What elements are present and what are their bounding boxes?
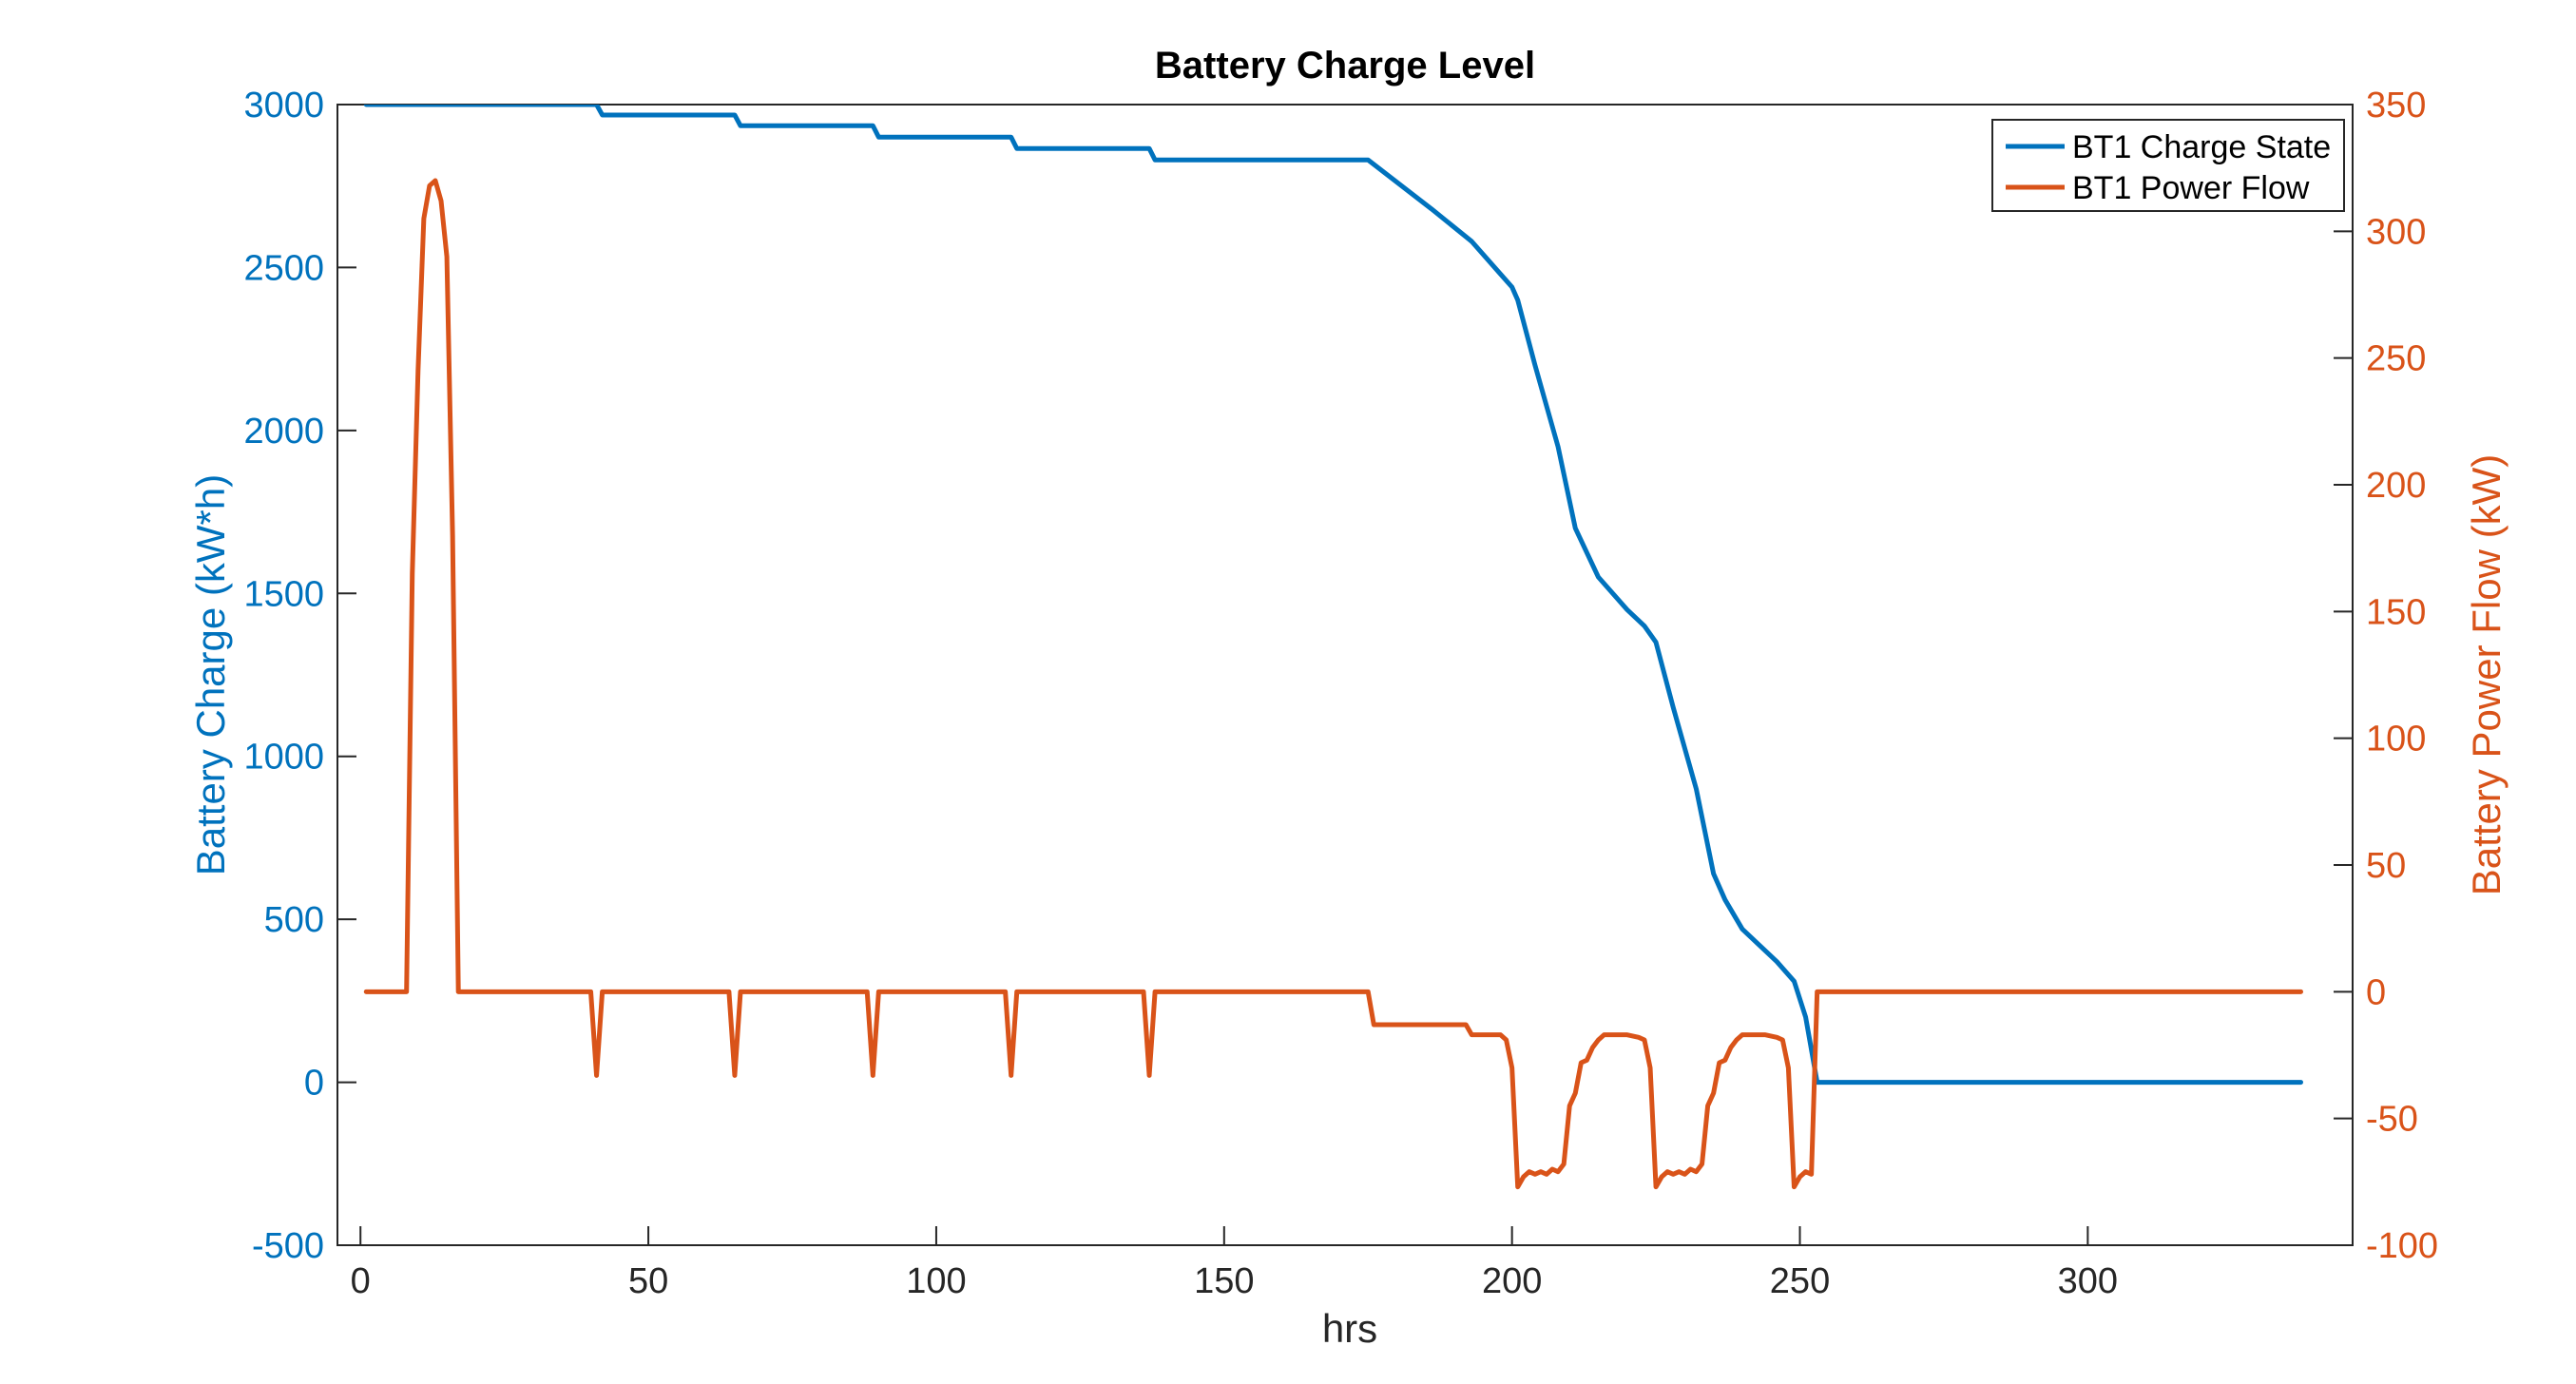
x-tick-label: 150 — [1194, 1261, 1254, 1301]
y-axis-left-title: Battery Charge (kW*h) — [188, 474, 233, 875]
y-right-tick-label: 300 — [2366, 212, 2426, 252]
x-axis: 0 50 100 150 200 250 300 — [351, 1226, 2118, 1301]
y-left-tick-label: 500 — [264, 900, 324, 940]
y-left-tick-label: 2500 — [243, 248, 324, 288]
legend-label-power-flow: BT1 Power Flow — [2072, 170, 2310, 206]
y-left-tick-label: 1500 — [243, 574, 324, 614]
legend-label-charge-state: BT1 Charge State — [2072, 129, 2331, 165]
y-right-tick-label: -100 — [2366, 1226, 2438, 1266]
legend: BT1 Charge State BT1 Power Flow — [1991, 119, 2345, 212]
y-left-tick-label: 1000 — [243, 738, 324, 778]
y-left-tick-label: 3000 — [243, 86, 324, 125]
series-layer — [363, 105, 2303, 1190]
legend-box — [1991, 119, 2345, 212]
x-tick-label: 250 — [1770, 1261, 1830, 1301]
series-line-power-flow — [363, 178, 2303, 1190]
y-right-tick-label: -50 — [2366, 1100, 2418, 1140]
y-right-tick-label: 0 — [2366, 972, 2386, 1012]
y-left-tick-label: -500 — [252, 1226, 324, 1266]
x-tick-label: 50 — [628, 1261, 668, 1301]
x-tick-label: 0 — [351, 1261, 371, 1301]
y-right-tick-label: 150 — [2366, 592, 2426, 632]
x-tick-label: 200 — [1482, 1261, 1542, 1301]
chart-title: Battery Charge Level — [1155, 45, 1535, 86]
x-axis-title: hrs — [1322, 1306, 1377, 1351]
axes-box — [336, 104, 2354, 1246]
y-right-tick-label: 350 — [2366, 86, 2426, 125]
y-right-tick-label: 50 — [2366, 846, 2406, 886]
y-right-tick-label: 250 — [2366, 339, 2426, 379]
y-left-tick-label: 2000 — [243, 412, 324, 452]
y-axis-right: -100 -50 0 50 100 150 200 250 300 350 — [2334, 86, 2438, 1266]
y-axis-right-title: Battery Power Flow (kW) — [2464, 454, 2509, 895]
series-line-charge-state — [363, 105, 2303, 1086]
plot-area — [336, 104, 2354, 1246]
y-right-tick-label: 200 — [2366, 466, 2426, 506]
x-tick-label: 100 — [906, 1261, 966, 1301]
x-tick-label: 300 — [2058, 1261, 2118, 1301]
y-left-tick-label: 0 — [304, 1064, 324, 1104]
y-right-tick-label: 100 — [2366, 720, 2426, 759]
y-axis-left: -500 0 500 1000 1500 2000 2500 3000 — [243, 86, 356, 1266]
